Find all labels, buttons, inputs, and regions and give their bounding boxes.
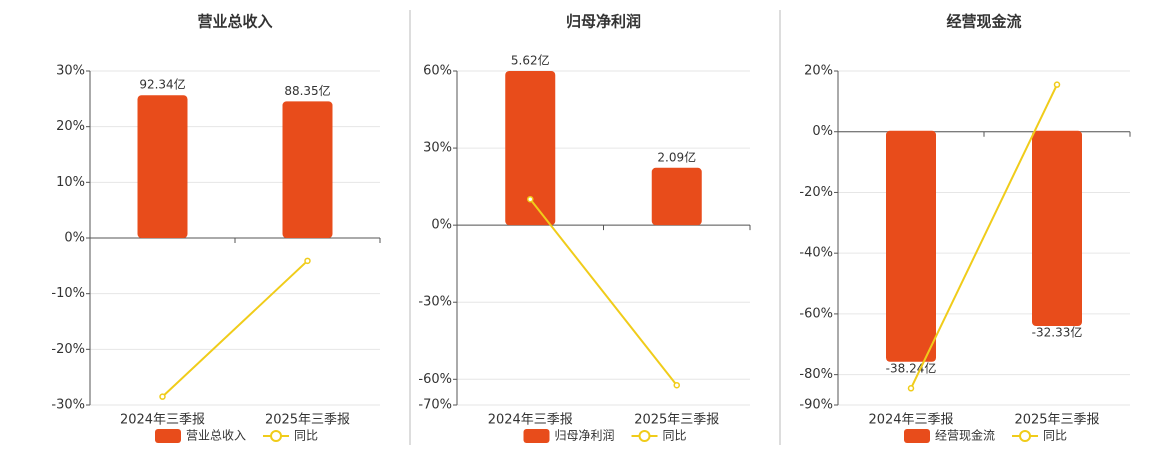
y-tick-label: 60% xyxy=(423,64,452,79)
line-point xyxy=(1053,81,1061,88)
legend-swatch xyxy=(155,429,181,443)
chart-title: 营业总收入 xyxy=(197,13,272,31)
line xyxy=(529,198,678,386)
legend-swatch xyxy=(904,429,930,443)
y-tick-label: 20% xyxy=(56,119,85,134)
x-tick-label: 2024年三季报 xyxy=(488,413,573,428)
y-tick-label: -70% xyxy=(418,398,452,413)
y-tick-label: 0% xyxy=(812,124,833,139)
y-tick-label: 0% xyxy=(431,218,452,233)
line-point xyxy=(159,393,166,400)
bar xyxy=(282,101,333,238)
value-label: -32.33亿 xyxy=(1032,325,1083,340)
value-label: 5.62亿 xyxy=(511,53,550,68)
line-point xyxy=(527,195,534,203)
line-point xyxy=(907,385,915,392)
x-tick-label: 2025年三季报 xyxy=(1014,413,1099,428)
bar xyxy=(651,167,702,226)
y-tick-label: -20% xyxy=(799,185,833,200)
y-tick-label: -40% xyxy=(799,246,833,261)
legend-marker xyxy=(270,430,283,442)
legend-swatch xyxy=(523,429,550,443)
y-tick-label: -60% xyxy=(799,306,833,321)
legend-label: 同比 xyxy=(663,429,687,443)
value-label: 92.34亿 xyxy=(139,77,185,92)
legend-label: 同比 xyxy=(1043,429,1067,443)
line xyxy=(161,260,309,398)
y-tick-label: 30% xyxy=(56,64,85,79)
line-point xyxy=(673,381,680,389)
y-tick-label: -30% xyxy=(51,398,85,413)
bar xyxy=(886,130,936,362)
legend-marker xyxy=(638,430,651,442)
value-label: -38.24亿 xyxy=(886,360,937,375)
y-tick-label: -30% xyxy=(418,295,452,310)
y-tick-label: 20% xyxy=(804,64,833,79)
y-tick-label: -90% xyxy=(799,398,833,413)
y-tick-label: 10% xyxy=(56,175,85,190)
legend-label: 同比 xyxy=(294,429,318,443)
y-tick-label: 0% xyxy=(64,231,85,246)
x-tick-label: 2024年三季报 xyxy=(868,413,953,428)
legend-label: 归母净利润 xyxy=(555,429,615,443)
bar xyxy=(1032,130,1082,327)
y-tick-label: -20% xyxy=(51,342,85,357)
value-label: 88.35亿 xyxy=(284,83,330,98)
line xyxy=(910,84,1058,389)
chart-title: 归母净利润 xyxy=(566,13,641,31)
x-tick-label: 2025年三季报 xyxy=(265,413,350,428)
bar xyxy=(505,71,556,226)
chart-title: 经营现金流 xyxy=(946,13,1021,31)
line-point xyxy=(304,257,311,265)
y-tick-label: -10% xyxy=(51,286,85,301)
legend-label: 经营现金流 xyxy=(935,428,995,443)
legend-marker xyxy=(1019,430,1032,442)
y-tick-label: -60% xyxy=(418,372,452,387)
y-tick-label: -80% xyxy=(799,367,833,382)
y-tick-label: 30% xyxy=(423,141,452,156)
x-tick-label: 2024年三季报 xyxy=(120,413,205,428)
legend-label: 营业总收入 xyxy=(186,429,246,443)
value-label: 2.09亿 xyxy=(657,149,696,164)
bar xyxy=(137,95,188,238)
x-tick-label: 2025年三季报 xyxy=(634,413,719,428)
